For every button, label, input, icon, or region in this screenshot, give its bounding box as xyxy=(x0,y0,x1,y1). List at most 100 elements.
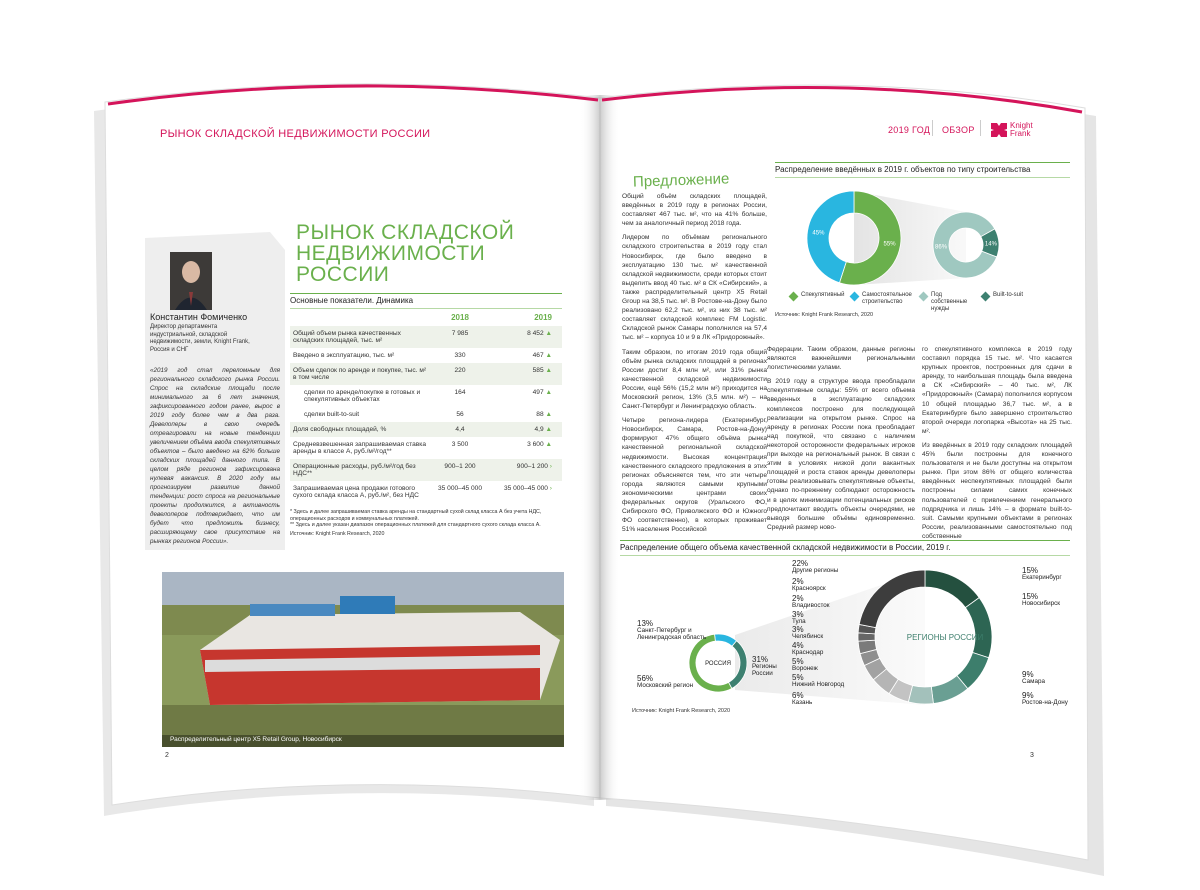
own-needs-slice xyxy=(932,211,998,279)
region-value: 6% xyxy=(792,691,804,700)
logo-mark-icon xyxy=(991,123,1007,137)
person-position: Директор департамента индустриальной, ск… xyxy=(150,324,250,353)
data-label: 55% xyxy=(884,242,897,248)
region-value: 22% xyxy=(792,559,809,568)
section-title: Предложение xyxy=(632,170,730,191)
row-label: Общий объем рынка качественных складских… xyxy=(290,326,430,348)
region-value: 4% xyxy=(792,641,804,650)
text-column-2: Федерации. Таким образом, данные регионы… xyxy=(767,345,915,537)
data-label: 86% xyxy=(935,245,948,251)
person-name: Константин Фомиченко xyxy=(150,312,248,322)
region-label: 4% Краснодар xyxy=(792,641,824,657)
region-label: 9% Ростов-на-Дону xyxy=(1022,691,1068,707)
person-quote: «2019 год стал переломным для региональн… xyxy=(150,367,280,545)
legend-item: Спекулятивный xyxy=(788,291,849,302)
paragraph: Общий объём складских площадей, введённы… xyxy=(622,193,767,228)
trend-icon: ▲ xyxy=(545,426,552,433)
paragraph: Из введённых в 2019 году складских площа… xyxy=(922,441,1072,540)
region-value: 3% xyxy=(792,610,804,619)
text-column-3: го спекулятивного комплекса в 2019 году … xyxy=(922,345,1072,546)
footnote: * Здесь и далее запрашиваемая ставка аре… xyxy=(290,509,542,522)
chart-title-construction: Распределение введённых в 2019 г. объект… xyxy=(775,162,1070,178)
legend-marker-icon xyxy=(849,291,860,302)
chart-source: Источник: Knight Frank Research, 2020 xyxy=(632,708,731,714)
russia-value: 13% xyxy=(637,619,654,628)
person-photo xyxy=(170,252,212,310)
value-2019: 4,9 ▲ xyxy=(490,422,562,437)
region-label: 22% Другие регионы xyxy=(792,559,839,575)
table-row: Запрашиваемая цена продажи готового сухо… xyxy=(290,481,562,503)
region-label: 15% Новосибирск xyxy=(1022,592,1061,608)
region-value: 9% xyxy=(1022,691,1034,700)
value-2018: 900–1 200 xyxy=(430,459,490,481)
trend-icon: ▲ xyxy=(545,411,552,418)
region-value: 5% xyxy=(792,673,804,682)
data-label: 14% xyxy=(985,241,998,247)
russia-label: 13% Санкт-Петербург и Ленинградская облас… xyxy=(637,619,732,642)
trend-icon: ▲ xyxy=(545,352,552,359)
value-2019: 497 ▲ xyxy=(532,389,552,396)
indicators-table: Основные показатели. Динамика 2018 2019 О… xyxy=(290,293,562,537)
value-2018: 164 xyxy=(454,389,466,396)
russia-slice xyxy=(688,633,733,693)
trend-icon: ▲ xyxy=(545,441,552,448)
region-label: 5% Нижний Новгород xyxy=(792,673,845,689)
value-2018: 4,4 xyxy=(430,422,490,437)
construction-slice xyxy=(838,190,902,286)
russia-label: 56% Московский регион xyxy=(637,674,732,690)
region-value: 9% xyxy=(1022,670,1034,679)
region-value: 15% xyxy=(1022,566,1039,575)
photo-caption: Распределительный центр X5 Retail Group,… xyxy=(170,736,342,743)
row-label: сделки по аренде/покупке в готовых и спе… xyxy=(304,389,421,403)
col-2018: 2018 xyxy=(451,313,469,322)
region-label: 3% Тула xyxy=(792,610,806,626)
region-label: 15% Екатеринбург xyxy=(1022,566,1062,582)
table-row: Операционные расходы, руб./м²/год без НД… xyxy=(290,459,562,481)
region-value: 3% xyxy=(792,625,804,634)
value-2019: 8 452 ▲ xyxy=(490,326,562,348)
table-row: Введено в эксплуатацию, тыс. м² 330 467 … xyxy=(290,348,562,363)
russia-value: 56% xyxy=(637,674,654,683)
region-label: 6% Казань xyxy=(792,691,813,707)
value-2019: 900–1 200 › xyxy=(490,459,562,481)
row-label: Запрашиваемая цена продажи готового сухо… xyxy=(293,485,419,499)
legend-item: Под собственные нужды xyxy=(918,291,979,313)
regions-slice xyxy=(858,569,926,629)
warehouse-photo xyxy=(162,572,564,747)
region-label: 2% Красноярск xyxy=(792,577,826,593)
text-column-1: Общий объём складских площадей, введённы… xyxy=(622,192,767,539)
row-label: Объем сделок по аренде и покупке, тыс. м… xyxy=(290,363,430,385)
russia-value: 31% xyxy=(752,655,769,664)
running-header: РЫНОК СКЛАДСКОЙ НЕДВИЖИМОСТИ РОССИИ xyxy=(160,128,431,140)
value-2018: 56 xyxy=(456,411,464,418)
value-2018: 220 xyxy=(430,363,490,385)
row-label: сделки built-to-suit xyxy=(304,411,360,418)
page-number-right: 3 xyxy=(1030,752,1034,759)
person-block: Константин Фомиченко Директор департамен… xyxy=(150,312,280,546)
legend-marker-icon xyxy=(980,291,991,302)
region-value: 15% xyxy=(1022,592,1039,601)
page-number-left: 2 xyxy=(165,752,169,759)
value-2019: 3 600 ▲ xyxy=(527,441,552,448)
row-label: Операционные расходы, руб./м²/год без НД… xyxy=(290,459,430,481)
region-label: 5% Воронеж xyxy=(792,657,818,673)
own-needs-slice xyxy=(980,228,1000,258)
trend-icon: › xyxy=(549,463,552,470)
page-title: РЫНОК СКЛАДСКОЙ НЕДВИЖИМОСТИ РОССИИ xyxy=(296,221,515,286)
table-row: Доля свободных площадей, % 4,4 4,9 ▲ xyxy=(290,422,562,437)
data-label: 45% xyxy=(812,230,825,236)
legend-item: Built-to-suit xyxy=(980,291,1041,302)
donut-center-label: РЕГИОНЫ РОССИИ xyxy=(907,633,984,642)
table-title: Основные показатели. Динамика xyxy=(290,293,562,309)
row-label: Средневзвешенная запрашиваемая ставка ар… xyxy=(293,441,427,455)
value-2019: 585 ▲ xyxy=(490,363,562,385)
value-2018: 3 500 xyxy=(451,441,469,448)
region-value: 2% xyxy=(792,577,804,586)
trend-icon: ▲ xyxy=(545,367,552,374)
quote-sidebar xyxy=(145,232,285,550)
table-row: Общий объем рынка качественных складских… xyxy=(290,326,562,348)
knight-frank-logo: Knight Frank xyxy=(991,122,1040,138)
value-2019: 467 ▲ xyxy=(532,352,552,359)
col-2019: 2019 xyxy=(534,313,552,322)
